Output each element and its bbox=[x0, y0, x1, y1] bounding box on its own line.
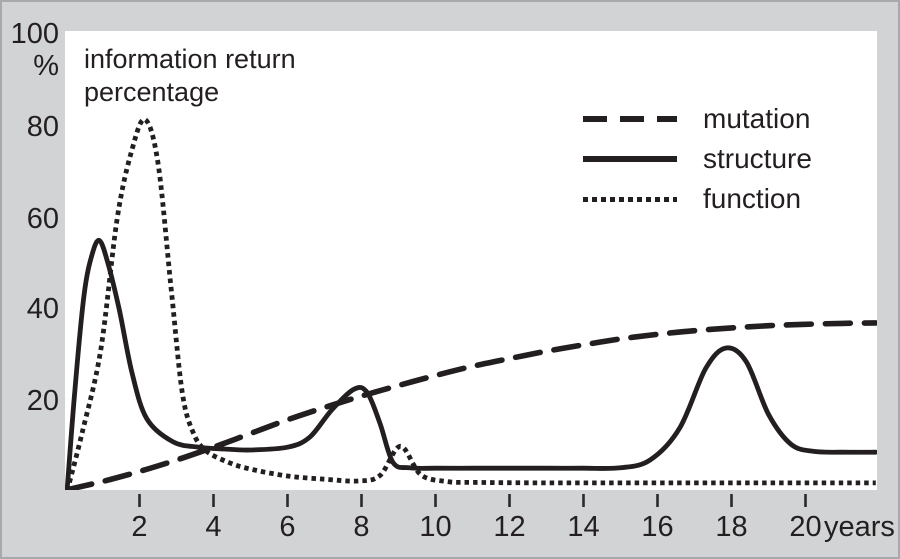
x-tick-label: 18 bbox=[715, 511, 748, 543]
legend-row-function: function bbox=[583, 179, 812, 219]
y-tick-label-100: 100 bbox=[10, 18, 59, 50]
dashed-line-sample-icon bbox=[583, 116, 677, 122]
x-tick-label: 2 bbox=[131, 511, 148, 543]
plot-area bbox=[65, 31, 877, 490]
legend-label-structure: structure bbox=[703, 143, 812, 174]
dotted-line-sample-icon bbox=[583, 196, 677, 202]
y-tick-label-20: 20 bbox=[26, 385, 59, 417]
legend-label-mutation: mutation bbox=[703, 103, 811, 134]
legend-label-function: function bbox=[703, 183, 802, 214]
curve-function bbox=[65, 117, 876, 490]
x-tick-label: 12 bbox=[493, 511, 526, 543]
y-tick-label-60: 60 bbox=[26, 203, 59, 235]
x-tick-label: 14 bbox=[567, 511, 600, 543]
x-tick-label: 6 bbox=[279, 511, 296, 543]
curve-structure bbox=[65, 237, 877, 490]
y-axis-unit-label: % bbox=[33, 50, 59, 82]
legend-row-structure: structure bbox=[583, 139, 812, 179]
chart-title: information return percentage bbox=[84, 44, 296, 107]
solid-line-sample-icon bbox=[583, 156, 677, 162]
x-tick-label: 10 bbox=[419, 511, 452, 543]
x-tick-label: 20 bbox=[789, 511, 822, 543]
y-tick-label-80: 80 bbox=[26, 111, 59, 143]
x-axis-tick-marks bbox=[138, 494, 807, 507]
curve-mutation bbox=[65, 320, 877, 490]
y-tick-label-40: 40 bbox=[26, 293, 59, 325]
legend-row-mutation: mutation bbox=[583, 99, 812, 139]
x-axis-unit-label: years bbox=[824, 511, 895, 543]
data-curves bbox=[65, 117, 877, 490]
x-tick-label: 16 bbox=[641, 511, 674, 543]
x-tick-label: 8 bbox=[353, 511, 370, 543]
x-tick-label: 4 bbox=[205, 511, 222, 543]
legend: mutation structure function bbox=[583, 99, 812, 219]
